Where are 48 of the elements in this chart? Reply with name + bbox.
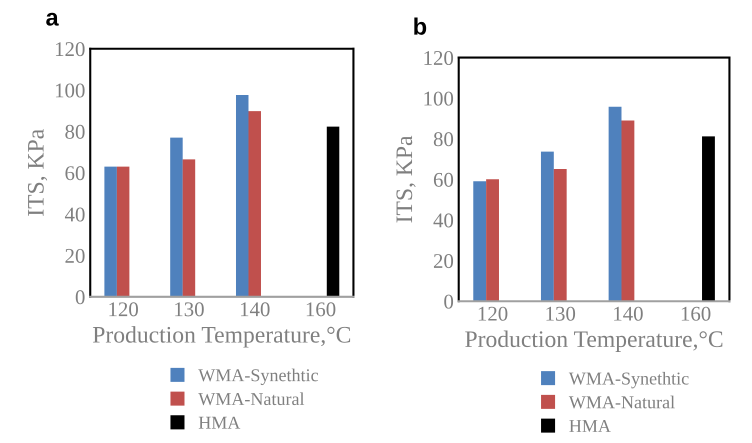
x-axis-title: Production Temperature,°C — [465, 330, 722, 352]
y-tick-label: 40 — [64, 207, 85, 222]
bar — [473, 181, 486, 302]
y-tick-label: 80 — [65, 124, 85, 139]
bar — [104, 166, 117, 297]
y-tick-label: 60 — [65, 166, 85, 180]
bar — [326, 126, 340, 297]
bar — [621, 120, 634, 302]
chart-title: b — [414, 18, 426, 35]
x-tick-label: 160 — [306, 302, 336, 316]
x-tick-label: 130 — [546, 306, 576, 321]
x-tick-label: 120 — [478, 306, 508, 321]
y-tick-label: 20 — [65, 248, 85, 263]
chart-title: a — [46, 12, 59, 26]
y-tick-label: 60 — [434, 172, 454, 187]
x-tick-label: 120 — [109, 302, 138, 316]
y-tick-label: 120 — [56, 42, 85, 56]
x-tick-label: 130 — [175, 302, 204, 316]
y-tick-label: 0 — [76, 290, 85, 304]
x-tick-label: 160 — [682, 306, 710, 321]
bar — [182, 159, 196, 297]
bar — [554, 169, 567, 302]
y-tick-label: 100 — [424, 92, 454, 106]
bar — [236, 95, 248, 297]
bar — [702, 136, 715, 302]
x-tick-label: 140 — [240, 302, 270, 316]
y-axis-title: ITS, KPa — [28, 129, 48, 216]
legend-label: HMA — [569, 420, 611, 432]
bar — [540, 152, 554, 302]
legend-label: WMA-Synethtic — [198, 368, 318, 386]
legend-label: WMA-Synethtic — [568, 372, 689, 388]
bar — [608, 106, 622, 302]
y-axis-title: ITS, KPa — [396, 136, 416, 223]
legend-label: HMA — [198, 416, 240, 429]
legend-label: WMA-Natural — [568, 396, 675, 408]
bar — [116, 166, 130, 297]
x-axis-title: Production Temperature,°C — [92, 326, 350, 348]
bar — [486, 179, 499, 302]
y-tick-label: 100 — [56, 83, 85, 98]
y-tick-label: 40 — [433, 213, 454, 228]
bar — [248, 111, 261, 297]
x-tick-label: 140 — [614, 306, 643, 321]
legend-label: WMA-Natural — [198, 392, 304, 406]
y-tick-label: 80 — [434, 132, 454, 146]
y-tick-label: 20 — [434, 254, 454, 268]
bar — [170, 138, 183, 297]
y-tick-label: 120 — [424, 50, 454, 66]
y-tick-label: 0 — [444, 294, 454, 309]
